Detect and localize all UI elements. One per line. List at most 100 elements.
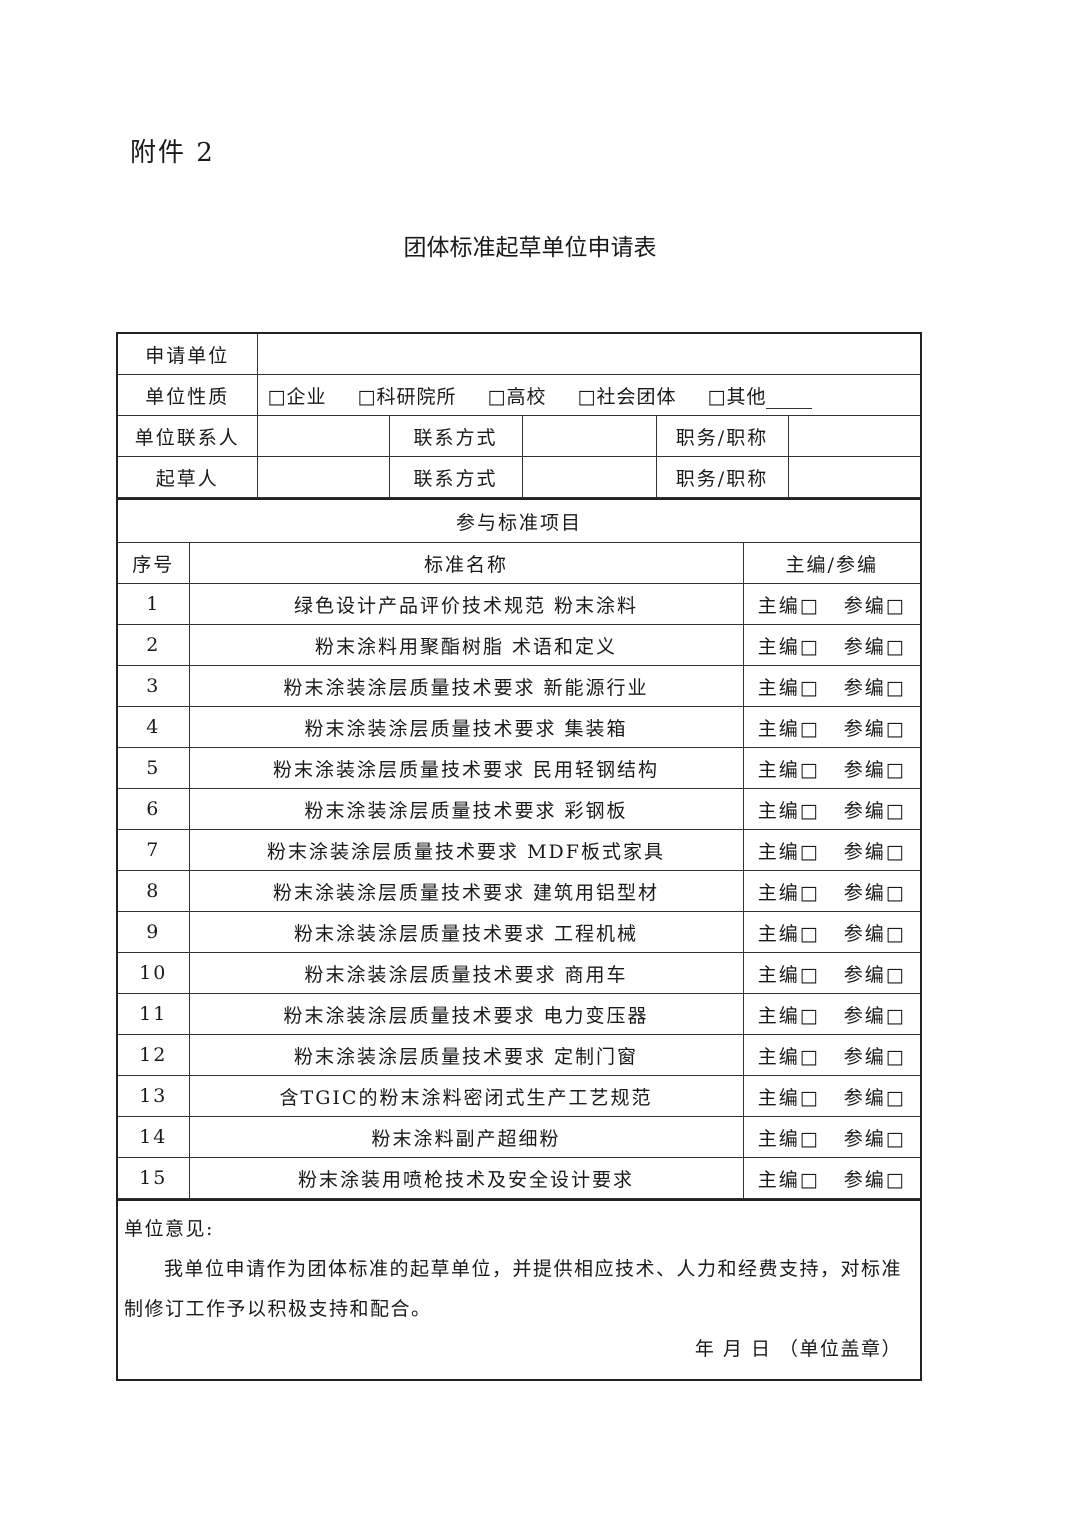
standard-name: 粉末涂料副产超细粉 bbox=[188, 1116, 744, 1158]
table-row: 1 绿色设计产品评价技术规范 粉末涂料 主编□ 参编□ bbox=[118, 583, 920, 625]
position-label: 职务/职称 bbox=[655, 415, 789, 457]
applicant-info-table: 申请单位 单位性质 □企业 □科研院所 □高校 □社会团体 □其他 单位联系人 … bbox=[118, 334, 920, 498]
standard-name: 粉末涂装涂层质量技术要求 彩钢板 bbox=[188, 788, 744, 830]
standards-table: 参与标准项目 序号 标准名称 主编/参编 1 绿色设计产品评价技术规范 粉末涂料主… bbox=[118, 498, 920, 1199]
nature-label: 单位性质 bbox=[118, 374, 258, 416]
role-participant-checkbox[interactable]: 参编□ bbox=[843, 799, 906, 822]
role-chief-checkbox[interactable]: 主编□ bbox=[757, 717, 820, 740]
role-chief-checkbox[interactable]: 主编□ bbox=[757, 881, 820, 904]
role-participant-checkbox[interactable]: 参编□ bbox=[843, 594, 906, 617]
nature-option-research[interactable]: □科研院所 bbox=[357, 385, 457, 408]
standard-name: 粉末涂装涂层质量技术要求 定制门窗 bbox=[188, 1034, 744, 1076]
role-cell: 主编□ 参编□ bbox=[742, 788, 920, 830]
role-cell: 主编□ 参编□ bbox=[742, 747, 920, 789]
standard-name: 粉末涂装用喷枪技术及安全设计要求 bbox=[188, 1157, 744, 1199]
page-title: 团体标准起草单位申请表 bbox=[403, 235, 657, 261]
role-participant-checkbox[interactable]: 参编□ bbox=[843, 963, 906, 986]
signature-line: 年 月 日 （单位盖章） bbox=[694, 1338, 902, 1360]
role-chief-checkbox[interactable]: 主编□ bbox=[757, 676, 820, 699]
role-cell: 主编□ 参编□ bbox=[742, 1116, 920, 1158]
role-chief-checkbox[interactable]: 主编□ bbox=[757, 635, 820, 658]
standard-no: 1 bbox=[118, 583, 190, 625]
role-chief-checkbox[interactable]: 主编□ bbox=[757, 594, 820, 617]
drafter-position-field[interactable] bbox=[787, 456, 920, 498]
standard-name: 粉末涂装涂层质量技术要求 电力变压器 bbox=[188, 993, 744, 1035]
standard-no: 4 bbox=[118, 706, 190, 748]
standard-name: 粉末涂装涂层质量技术要求 集装箱 bbox=[188, 706, 744, 748]
standard-name: 粉末涂装涂层质量技术要求 MDF板式家具 bbox=[188, 829, 744, 871]
nature-option-other[interactable]: □其他 bbox=[707, 385, 767, 408]
attachment-label: 附件 2 bbox=[130, 138, 215, 168]
standard-name: 粉末涂装涂层质量技术要求 工程机械 bbox=[188, 911, 744, 953]
role-cell: 主编□ 参编□ bbox=[742, 870, 920, 912]
role-participant-checkbox[interactable]: 参编□ bbox=[843, 1086, 906, 1109]
position-field[interactable] bbox=[787, 415, 920, 457]
standard-no: 10 bbox=[118, 952, 190, 994]
role-chief-checkbox[interactable]: 主编□ bbox=[757, 963, 820, 986]
role-participant-checkbox[interactable]: 参编□ bbox=[843, 881, 906, 904]
role-participant-checkbox[interactable]: 参编□ bbox=[843, 1004, 906, 1027]
standard-name: 粉末涂装涂层质量技术要求 建筑用铝型材 bbox=[188, 870, 744, 912]
standard-no: 15 bbox=[118, 1157, 190, 1199]
role-cell: 主编□ 参编□ bbox=[742, 1157, 920, 1199]
role-cell: 主编□ 参编□ bbox=[742, 1075, 920, 1117]
table-row: 7 粉末涂装涂层质量技术要求 MDF板式家具 主编□ 参编□ bbox=[118, 829, 920, 871]
col-header-role: 主编/参编 bbox=[742, 542, 920, 584]
role-cell: 主编□ 参编□ bbox=[742, 583, 920, 625]
table-row: 10 粉末涂装涂层质量技术要求 商用车 主编□ 参编□ bbox=[118, 952, 920, 994]
other-blank-field[interactable] bbox=[766, 390, 813, 409]
role-cell: 主编□ 参编□ bbox=[742, 952, 920, 994]
standard-no: 12 bbox=[118, 1034, 190, 1076]
standard-no: 14 bbox=[118, 1116, 190, 1158]
standard-no: 3 bbox=[118, 665, 190, 707]
table-row: 6 粉末涂装涂层质量技术要求 彩钢板 主编□ 参编□ bbox=[118, 788, 920, 830]
role-participant-checkbox[interactable]: 参编□ bbox=[843, 922, 906, 945]
standard-no: 2 bbox=[118, 624, 190, 666]
drafter-contact-method-label: 联系方式 bbox=[388, 456, 523, 498]
role-chief-checkbox[interactable]: 主编□ bbox=[757, 1004, 820, 1027]
opinion-section: 单位意见: 我单位申请作为团体标准的起草单位，并提供相应技术、人力和经费支持，对… bbox=[118, 1199, 920, 1379]
role-cell: 主编□ 参编□ bbox=[742, 624, 920, 666]
contact-method-label: 联系方式 bbox=[388, 415, 523, 457]
role-chief-checkbox[interactable]: 主编□ bbox=[757, 1127, 820, 1150]
role-cell: 主编□ 参编□ bbox=[742, 1034, 920, 1076]
role-chief-checkbox[interactable]: 主编□ bbox=[757, 799, 820, 822]
standard-no: 5 bbox=[118, 747, 190, 789]
role-participant-checkbox[interactable]: 参编□ bbox=[843, 676, 906, 699]
role-participant-checkbox[interactable]: 参编□ bbox=[843, 717, 906, 740]
role-participant-checkbox[interactable]: 参编□ bbox=[843, 1127, 906, 1150]
role-chief-checkbox[interactable]: 主编□ bbox=[757, 758, 820, 781]
role-chief-checkbox[interactable]: 主编□ bbox=[757, 1086, 820, 1109]
col-header-no: 序号 bbox=[118, 542, 190, 584]
table-row: 11 粉末涂装涂层质量技术要求 电力变压器 主编□ 参编□ bbox=[118, 993, 920, 1035]
opinion-label: 单位意见: bbox=[124, 1218, 214, 1240]
standard-name: 粉末涂装涂层质量技术要求 新能源行业 bbox=[188, 665, 744, 707]
role-cell: 主编□ 参编□ bbox=[742, 911, 920, 953]
role-chief-checkbox[interactable]: 主编□ bbox=[757, 1045, 820, 1068]
role-chief-checkbox[interactable]: 主编□ bbox=[757, 922, 820, 945]
drafter-field[interactable] bbox=[256, 456, 390, 498]
contact-method-field[interactable] bbox=[521, 415, 657, 457]
applicant-field[interactable] bbox=[256, 334, 920, 375]
standard-no: 8 bbox=[118, 870, 190, 912]
drafter-contact-method-field[interactable] bbox=[521, 456, 657, 498]
nature-option-enterprise[interactable]: □企业 bbox=[267, 385, 327, 408]
role-cell: 主编□ 参编□ bbox=[742, 993, 920, 1035]
application-form: 申请单位 单位性质 □企业 □科研院所 □高校 □社会团体 □其他 单位联系人 … bbox=[116, 332, 922, 1381]
contact-person-label: 单位联系人 bbox=[118, 415, 258, 457]
role-participant-checkbox[interactable]: 参编□ bbox=[843, 1168, 906, 1191]
standard-no: 7 bbox=[118, 829, 190, 871]
table-row: 15 粉末涂装用喷枪技术及安全设计要求 主编□ 参编□ bbox=[118, 1157, 920, 1199]
role-participant-checkbox[interactable]: 参编□ bbox=[843, 840, 906, 863]
drafter-label: 起草人 bbox=[118, 456, 258, 498]
table-row: 8 粉末涂装涂层质量技术要求 建筑用铝型材 主编□ 参编□ bbox=[118, 870, 920, 912]
role-participant-checkbox[interactable]: 参编□ bbox=[843, 758, 906, 781]
nature-option-university[interactable]: □高校 bbox=[487, 385, 547, 408]
role-chief-checkbox[interactable]: 主编□ bbox=[757, 1168, 820, 1191]
role-participant-checkbox[interactable]: 参编□ bbox=[843, 635, 906, 658]
nature-option-association[interactable]: □社会团体 bbox=[577, 385, 677, 408]
contact-person-field[interactable] bbox=[256, 415, 390, 457]
role-chief-checkbox[interactable]: 主编□ bbox=[757, 840, 820, 863]
role-participant-checkbox[interactable]: 参编□ bbox=[843, 1045, 906, 1068]
applicant-label: 申请单位 bbox=[118, 334, 258, 375]
